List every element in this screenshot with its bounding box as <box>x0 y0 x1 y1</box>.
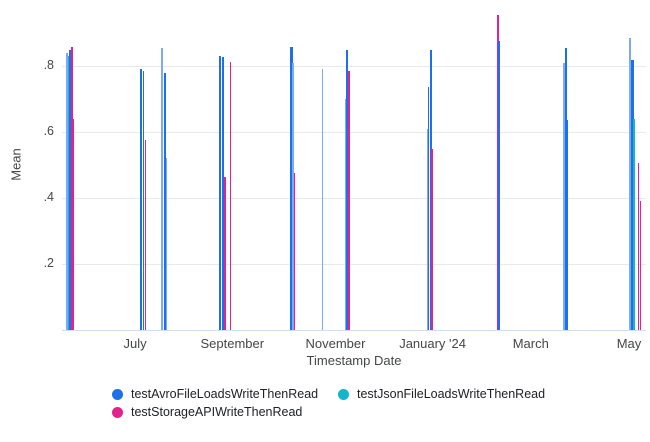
bar-json[interactable] <box>633 118 635 330</box>
bar-avro[interactable] <box>142 70 145 330</box>
bar-storage[interactable] <box>72 118 75 330</box>
json-series-dot-icon <box>338 388 349 400</box>
y-tick-label: .2 <box>43 256 54 270</box>
bar-storage[interactable] <box>223 176 226 330</box>
y-tick-label: .4 <box>43 190 54 204</box>
storage-series-dot-icon <box>112 406 123 418</box>
bar-storage[interactable] <box>229 62 232 330</box>
bar-avro[interactable] <box>631 60 634 330</box>
bar-storage[interactable] <box>431 148 433 330</box>
bar-avro[interactable] <box>498 41 501 330</box>
y-tick-label: .8 <box>43 58 54 72</box>
bar-avro[interactable] <box>566 120 569 330</box>
gridline <box>62 65 646 67</box>
bar-storage[interactable] <box>293 173 296 330</box>
bar-storage[interactable] <box>348 70 350 330</box>
bar-avro[interactable] <box>345 50 349 330</box>
bar-avro[interactable] <box>218 56 221 330</box>
bar-storage[interactable] <box>639 201 642 330</box>
bar-avro[interactable] <box>563 62 565 330</box>
x-tick-label: November <box>305 336 366 351</box>
bar-avro[interactable] <box>165 158 168 330</box>
gridline <box>62 197 646 199</box>
legend-item-json[interactable]: testJsonFileLoadsWriteThenRead <box>338 387 545 401</box>
x-tick-label: March <box>512 336 549 351</box>
plot-area[interactable] <box>62 0 646 331</box>
bar-storage[interactable] <box>496 14 499 330</box>
bar-avro[interactable] <box>564 47 567 330</box>
bar-avro[interactable] <box>290 47 293 330</box>
bar-avro[interactable] <box>427 87 430 330</box>
bar-avro[interactable] <box>161 47 163 330</box>
bar-avro[interactable] <box>321 69 324 330</box>
bar-avro[interactable] <box>292 62 294 330</box>
bar-avro[interactable] <box>344 99 347 330</box>
legend-label-avro: testAvroFileLoadsWriteThenRead <box>131 387 319 401</box>
x-tick-label: September <box>200 336 265 351</box>
x-tick-label: January '24 <box>399 336 466 351</box>
bar-avro[interactable] <box>429 49 432 330</box>
bar-avro[interactable] <box>66 52 68 330</box>
x-axis-title: Timestamp Date <box>306 353 402 368</box>
bar-avro[interactable] <box>163 72 166 330</box>
bar-json[interactable] <box>67 56 70 330</box>
x-tick-label: May <box>616 336 642 351</box>
legend-label-storage: testStorageAPIWriteThenRead <box>131 405 303 419</box>
legend-label-json: testJsonFileLoadsWriteThenRead <box>357 387 546 401</box>
y-axis-title: Mean <box>8 148 24 181</box>
legend-item-storage[interactable]: testStorageAPIWriteThenRead <box>112 405 302 419</box>
gridline <box>62 263 646 265</box>
bar-avro[interactable] <box>426 128 429 330</box>
gridline <box>62 131 646 133</box>
bar-avro[interactable] <box>68 49 72 330</box>
bar-storage[interactable] <box>71 47 73 330</box>
x-tick-label: July <box>123 336 147 351</box>
bar-storage[interactable] <box>637 163 640 330</box>
avro-series-dot-icon <box>112 388 123 400</box>
bar-avro[interactable] <box>221 56 224 330</box>
bar-avro[interactable] <box>140 69 143 330</box>
bar-avro[interactable] <box>628 37 631 330</box>
legend-item-avro[interactable]: testAvroFileLoadsWriteThenRead <box>112 387 318 401</box>
bar-storage[interactable] <box>144 140 147 330</box>
y-tick-label: .6 <box>43 124 54 138</box>
